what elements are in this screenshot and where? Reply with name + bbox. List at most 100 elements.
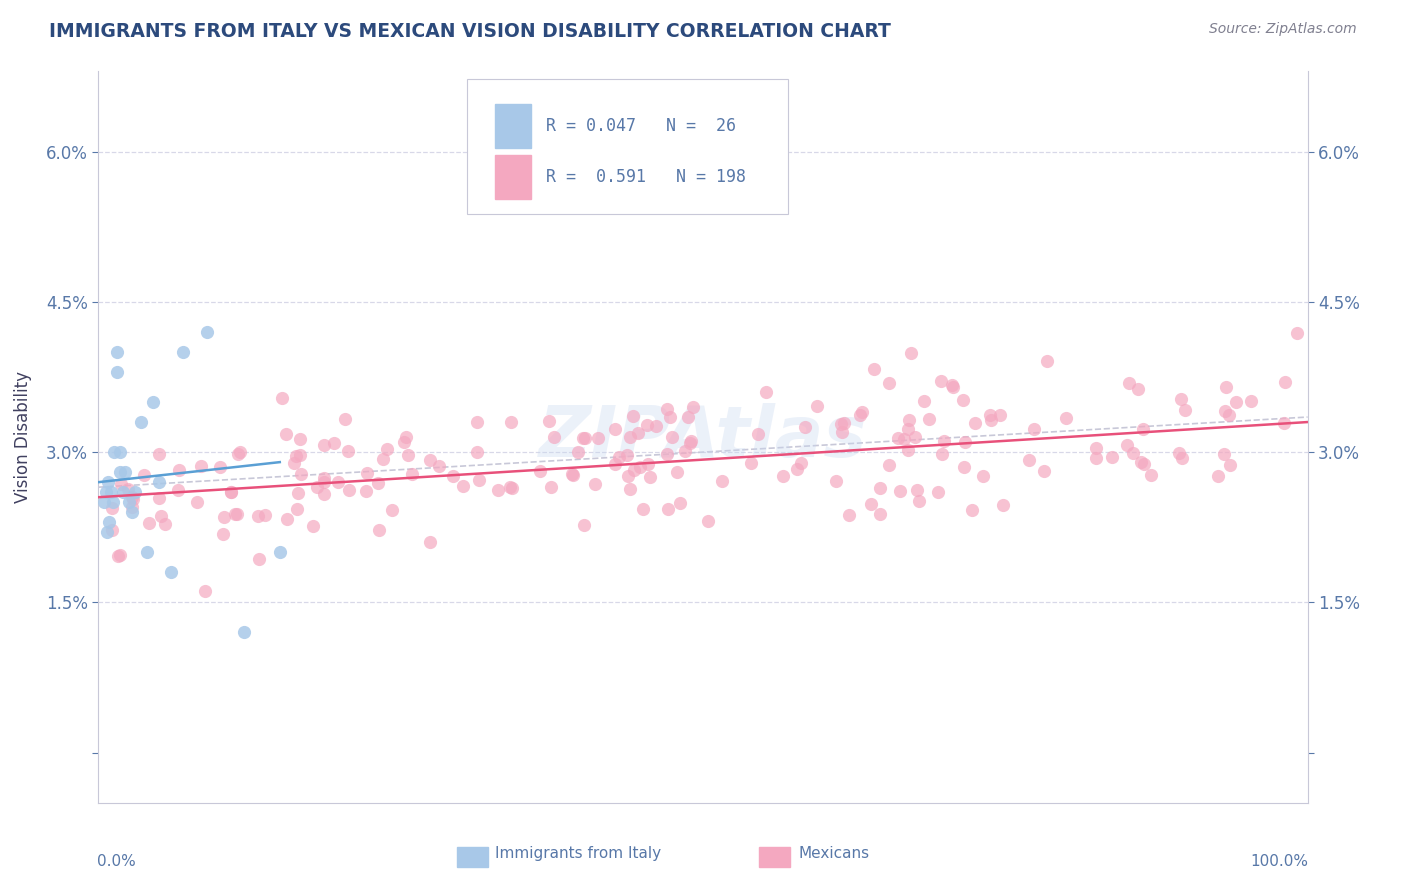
Point: [395, 429, 418, 443]
Point: [337, 483, 360, 498]
Point: [942, 380, 965, 394]
Point: [1215, 380, 1237, 394]
Point: [538, 415, 561, 429]
Point: [988, 408, 1011, 422]
Point: [1218, 408, 1240, 422]
Point: [105, 345, 128, 359]
Point: [918, 412, 941, 426]
Point: [246, 509, 269, 524]
Point: [226, 508, 249, 522]
Point: [111, 485, 134, 500]
Point: [905, 483, 928, 498]
Point: [897, 422, 920, 436]
Point: [572, 518, 595, 533]
Point: [1240, 393, 1263, 408]
Point: [908, 493, 931, 508]
Point: [208, 459, 231, 474]
Point: [638, 470, 661, 484]
Point: [603, 422, 626, 436]
Point: [110, 476, 132, 491]
Point: [562, 468, 585, 483]
Point: [305, 480, 328, 494]
Point: [676, 410, 699, 425]
Point: [965, 416, 987, 430]
Point: [740, 456, 762, 470]
Point: [441, 468, 464, 483]
Point: [121, 492, 143, 507]
Point: [121, 490, 143, 504]
Point: [290, 467, 312, 482]
Point: [114, 465, 136, 479]
Point: [993, 498, 1015, 512]
Point: [132, 468, 155, 483]
Point: [1215, 403, 1237, 417]
Point: [103, 445, 125, 459]
Point: [631, 502, 654, 516]
Point: [135, 545, 157, 559]
Y-axis label: Vision Disability: Vision Disability: [14, 371, 32, 503]
Point: [100, 485, 122, 500]
Point: [97, 475, 120, 490]
Point: [96, 525, 118, 540]
Point: [830, 417, 852, 431]
Point: [621, 409, 644, 423]
Point: [108, 548, 131, 562]
Point: [673, 444, 696, 458]
FancyBboxPatch shape: [467, 78, 787, 214]
Point: [101, 501, 124, 516]
Point: [101, 495, 124, 509]
Point: [396, 448, 419, 462]
Point: [107, 549, 129, 563]
Point: [831, 425, 853, 440]
Point: [747, 427, 769, 442]
Point: [869, 481, 891, 495]
Point: [190, 458, 212, 473]
Point: [94, 485, 117, 500]
Point: [354, 483, 377, 498]
Point: [755, 385, 778, 400]
Point: [586, 431, 609, 445]
Point: [232, 625, 254, 640]
Point: [877, 376, 900, 390]
FancyBboxPatch shape: [495, 155, 531, 200]
Point: [285, 501, 308, 516]
Point: [392, 435, 415, 450]
Point: [1084, 451, 1107, 466]
Point: [619, 430, 641, 444]
Point: [628, 460, 651, 475]
Point: [1206, 468, 1229, 483]
Point: [314, 487, 336, 501]
FancyBboxPatch shape: [495, 104, 531, 148]
Point: [105, 365, 128, 379]
Point: [898, 413, 921, 427]
Point: [806, 400, 828, 414]
Point: [195, 325, 218, 339]
Point: [927, 485, 949, 500]
Point: [419, 535, 441, 549]
Point: [644, 418, 666, 433]
Point: [302, 518, 325, 533]
Point: [623, 463, 645, 477]
Point: [419, 452, 441, 467]
Point: [567, 444, 589, 458]
Point: [953, 435, 976, 450]
Point: [108, 465, 131, 479]
Point: [1219, 458, 1241, 472]
Point: [669, 496, 692, 510]
Point: [186, 495, 208, 509]
Point: [932, 434, 955, 448]
Point: [285, 449, 308, 463]
Point: [679, 434, 702, 449]
Text: ZIPAtlas: ZIPAtlas: [538, 402, 868, 472]
Point: [501, 482, 523, 496]
Point: [429, 458, 451, 473]
Point: [194, 583, 217, 598]
Point: [336, 444, 359, 458]
Point: [1024, 421, 1046, 435]
Point: [1132, 458, 1154, 472]
Point: [929, 374, 952, 388]
Point: [953, 460, 976, 475]
Point: [572, 431, 595, 445]
Point: [1173, 403, 1195, 417]
Point: [1132, 422, 1154, 436]
